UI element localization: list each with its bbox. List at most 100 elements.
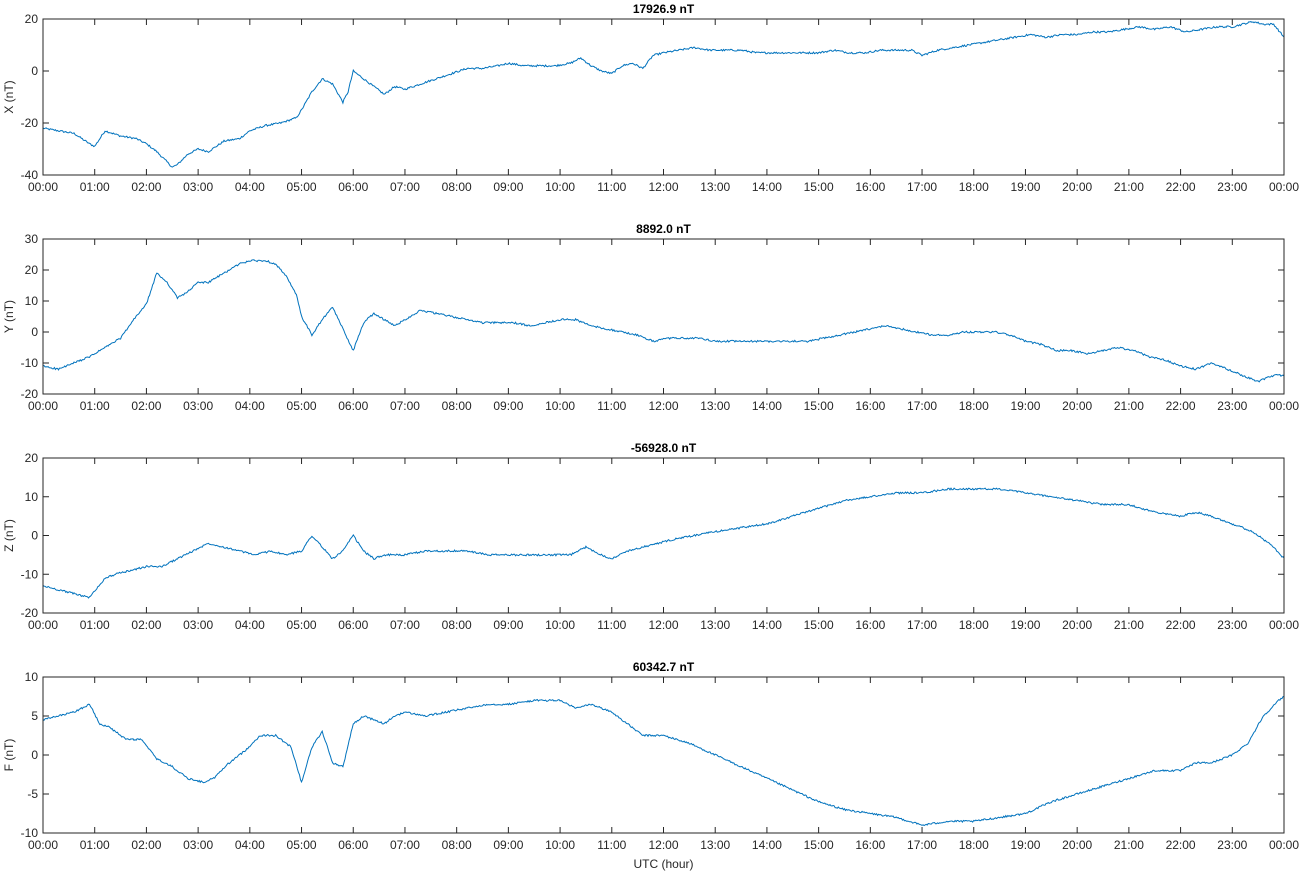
x-tick-label: 16:00 xyxy=(855,618,885,632)
x-tick-label: 18:00 xyxy=(959,618,989,632)
x-tick-label: 00:00 xyxy=(28,399,58,413)
panel-title: 8892.0 nT xyxy=(636,222,691,236)
y-tick-label: -40 xyxy=(21,168,39,182)
y-tick-label: 0 xyxy=(31,325,38,339)
x-tick-label: 14:00 xyxy=(752,180,782,194)
plot-frame xyxy=(42,18,1285,176)
y-tick-label: 10 xyxy=(25,490,39,504)
x-tick-label: 14:00 xyxy=(752,399,782,413)
x-tick-label: 22:00 xyxy=(1166,838,1196,852)
x-tick-label: 07:00 xyxy=(390,399,420,413)
x-tick-label: 11:00 xyxy=(597,838,626,852)
x-tick-label: 05:00 xyxy=(287,838,317,852)
x-tick-label: 01:00 xyxy=(80,399,110,413)
x-tick-label: 00:00 xyxy=(1269,180,1299,194)
x-tick-label: 15:00 xyxy=(804,838,834,852)
x-tick-label: 05:00 xyxy=(287,180,317,194)
x-tick-label: 16:00 xyxy=(855,399,885,413)
y-tick-label: 20 xyxy=(25,263,39,277)
x-tick-label: 21:00 xyxy=(1114,399,1144,413)
x-tick-label: 09:00 xyxy=(493,399,523,413)
x-tick-label: 17:00 xyxy=(907,618,937,632)
y-tick-label: -10 xyxy=(21,567,39,581)
x-tick-label: 08:00 xyxy=(442,838,472,852)
x-tick-label: 18:00 xyxy=(959,180,989,194)
x-tick-label: 13:00 xyxy=(700,399,730,413)
x-tick-label: 13:00 xyxy=(700,180,730,194)
y-tick-label: -10 xyxy=(21,826,39,840)
x-tick-label: 11:00 xyxy=(597,399,626,413)
x-tick-label: 07:00 xyxy=(390,838,420,852)
y-tick-label: 10 xyxy=(25,670,39,684)
x-tick-label: 22:00 xyxy=(1166,399,1196,413)
plot-frame xyxy=(42,238,1285,395)
x-tick-label: 09:00 xyxy=(493,618,523,632)
x-tick-label: 01:00 xyxy=(80,180,110,194)
y-tick-label: -10 xyxy=(21,356,39,370)
x-tick-label: 05:00 xyxy=(287,618,317,632)
y-axis-label: Y (nT) xyxy=(2,300,16,333)
x-tick-label: 18:00 xyxy=(959,399,989,413)
x-tick-label: 04:00 xyxy=(235,399,265,413)
x-tick-label: 17:00 xyxy=(907,180,937,194)
x-tick-label: 15:00 xyxy=(804,180,834,194)
x-tick-label: 02:00 xyxy=(131,399,161,413)
x-tick-label: 22:00 xyxy=(1166,180,1196,194)
x-tick-label: 02:00 xyxy=(131,180,161,194)
x-tick-label: 02:00 xyxy=(131,838,161,852)
x-tick-label: 04:00 xyxy=(235,180,265,194)
x-tick-label: 16:00 xyxy=(855,180,885,194)
x-tick-label: 03:00 xyxy=(183,838,213,852)
x-tick-label: 21:00 xyxy=(1114,180,1144,194)
x-tick-label: 02:00 xyxy=(131,618,161,632)
x-tick-label: 23:00 xyxy=(1217,838,1247,852)
x-tick-label: 19:00 xyxy=(1010,180,1040,194)
x-tick-label: 16:00 xyxy=(855,838,885,852)
x-tick-label: 07:00 xyxy=(390,618,420,632)
panel-title: 60342.7 nT xyxy=(633,660,695,674)
x-tick-label: 00:00 xyxy=(28,618,58,632)
x-tick-label: 00:00 xyxy=(1269,838,1299,852)
y-tick-label: 20 xyxy=(25,451,39,465)
panel-title: -56928.0 nT xyxy=(631,441,697,455)
x-tick-label: 12:00 xyxy=(648,180,678,194)
x-tick-label: 00:00 xyxy=(1269,399,1299,413)
x-tick-label: 03:00 xyxy=(183,618,213,632)
x-tick-label: 01:00 xyxy=(80,838,110,852)
chart-panel-4: 60342.7 nT F (nT) 00:00 01:00 02:00 03:00 04:0… xyxy=(2,660,1299,852)
chart-panel-1: 17926.9 nT X (nT) 00:00 01:00 02:00 03:00 04:0… xyxy=(2,2,1299,194)
x-tick-label: 17:00 xyxy=(907,838,937,852)
x-tick-label: 06:00 xyxy=(338,618,368,632)
x-tick-label: 20:00 xyxy=(1062,618,1092,632)
x-tick-label: 12:00 xyxy=(648,838,678,852)
x-tick-label: 20:00 xyxy=(1062,838,1092,852)
x-tick-label: 00:00 xyxy=(28,838,58,852)
x-tick-label: 11:00 xyxy=(597,180,626,194)
x-tick-label: 20:00 xyxy=(1062,399,1092,413)
x-tick-label: 20:00 xyxy=(1062,180,1092,194)
series-line xyxy=(43,259,1284,383)
x-tick-label: 05:00 xyxy=(287,399,317,413)
x-tick-label: 04:00 xyxy=(235,618,265,632)
plot-frame xyxy=(42,676,1285,834)
x-tick-label: 10:00 xyxy=(545,838,575,852)
x-tick-label: 11:00 xyxy=(597,618,626,632)
x-tick-label: 19:00 xyxy=(1010,618,1040,632)
x-tick-label: 07:00 xyxy=(390,180,420,194)
y-tick-label: 10 xyxy=(25,294,39,308)
x-tick-label: 12:00 xyxy=(648,399,678,413)
y-tick-label: -20 xyxy=(21,606,39,620)
x-tick-label: 23:00 xyxy=(1217,399,1247,413)
x-tick-label: 14:00 xyxy=(752,838,782,852)
y-axis-label: X (nT) xyxy=(2,80,16,113)
x-tick-label: 18:00 xyxy=(959,838,989,852)
y-tick-label: 30 xyxy=(25,232,39,246)
x-tick-label: 22:00 xyxy=(1166,618,1196,632)
x-tick-label: 19:00 xyxy=(1010,838,1040,852)
x-tick-label: 08:00 xyxy=(442,399,472,413)
y-tick-label: 5 xyxy=(31,709,38,723)
x-tick-label: 23:00 xyxy=(1217,618,1247,632)
x-tick-label: 12:00 xyxy=(648,618,678,632)
x-tick-label: 04:00 xyxy=(235,838,265,852)
series-line xyxy=(43,21,1284,168)
